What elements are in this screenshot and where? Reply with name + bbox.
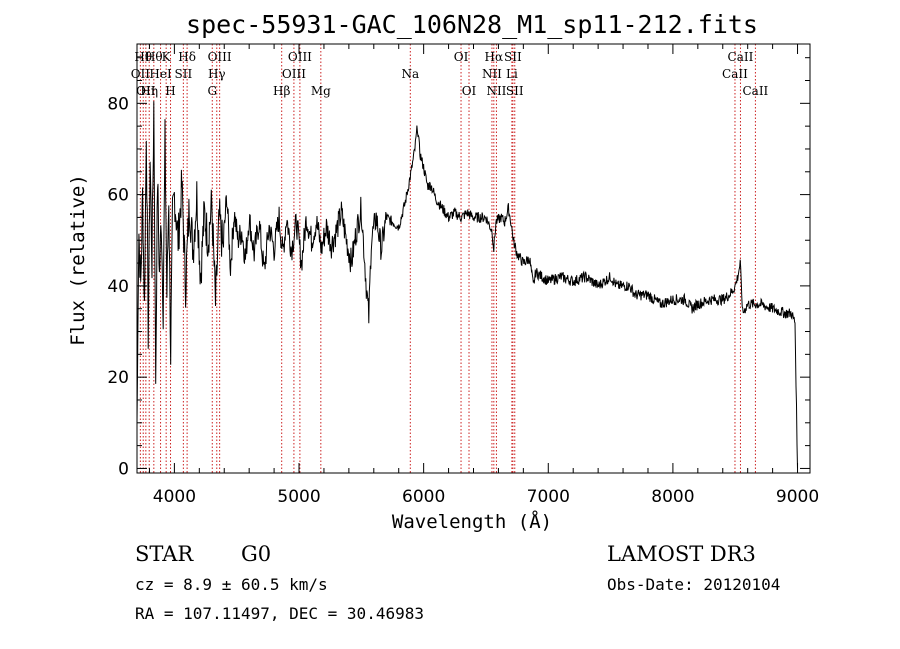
emission-line-label: H <box>165 84 175 98</box>
emission-line-label: OIII <box>288 50 312 64</box>
emission-line-label: NII <box>482 67 502 81</box>
y-axis-label: Flux (relative) <box>67 174 89 346</box>
x-tick-label: 4000 <box>153 487 196 507</box>
emission-lines <box>139 44 756 473</box>
emission-line-label: SII <box>506 84 524 98</box>
emission-line-label: CaII <box>742 84 768 98</box>
object-subclass: G0 <box>241 542 271 566</box>
x-tick-label: 9000 <box>776 487 819 507</box>
axis-tick-labels: 4000 5000 6000 7000 8000 9000 0 20 40 60 80 <box>107 94 819 507</box>
emission-line-label: Na <box>401 67 419 81</box>
axis-ticks <box>137 44 810 473</box>
y-tick-label: 80 <box>107 94 129 114</box>
y-tick-label: 0 <box>118 459 129 479</box>
emission-line-label: Hη <box>140 84 158 98</box>
emission-line-label: Hθ <box>145 50 163 64</box>
spectrum-series <box>136 101 798 469</box>
emission-line-label: OIII <box>282 67 306 81</box>
emission-line-label: Hγ <box>208 67 226 81</box>
x-tick-label: 6000 <box>402 487 445 507</box>
y-tick-label: 20 <box>107 368 129 388</box>
emission-line-label: Hα <box>485 50 504 64</box>
y-tick-label: 40 <box>107 277 129 297</box>
emission-line-label: CaII <box>728 50 754 64</box>
emission-line-labels: OIIHθOIIHηHθHeIKHSIIHδGHγOIIIHβOIIIOIIIM… <box>131 50 769 98</box>
x-tick-label: 5000 <box>277 487 320 507</box>
emission-line-label: OI <box>454 50 469 64</box>
emission-line-label: Hβ <box>273 84 290 98</box>
x-tick-label: 8000 <box>651 487 694 507</box>
emission-line-label: OI <box>462 84 477 98</box>
emission-line-label: OIII <box>208 50 232 64</box>
emission-line-label: K <box>162 50 172 64</box>
plot-frame <box>136 43 811 474</box>
x-axis-label: Wavelength (Å) <box>392 510 552 533</box>
emission-line-label: Hθ <box>134 50 152 64</box>
x-tick-label: 7000 <box>527 487 570 507</box>
emission-line-label: OII <box>136 84 156 98</box>
emission-line-label: G <box>207 84 217 98</box>
object-class: STAR <box>135 542 194 566</box>
redshift-velocity: cz = 8.9 ± 60.5 km/s <box>135 575 328 594</box>
emission-line-label: Mg <box>311 84 331 98</box>
chart-title: spec-55931-GAC_106N28_M1_sp11-212.fits <box>186 10 758 39</box>
survey-name: LAMOST DR3 <box>607 542 756 566</box>
emission-line-label: HeI <box>149 67 172 81</box>
emission-line-label: SII <box>504 50 522 64</box>
emission-line-label: NII <box>486 84 506 98</box>
emission-line-label: Hδ <box>178 50 196 64</box>
emission-line-label: OII <box>131 67 151 81</box>
sky-coordinates: RA = 107.11497, DEC = 30.46983 <box>135 604 424 623</box>
emission-line-label: Li <box>506 67 518 81</box>
emission-line-label: SII <box>175 67 193 81</box>
emission-line-label: CaII <box>722 67 748 81</box>
spectrum-line <box>136 101 798 469</box>
observation-date: Obs-Date: 20120104 <box>607 575 780 594</box>
y-tick-label: 60 <box>107 186 129 206</box>
